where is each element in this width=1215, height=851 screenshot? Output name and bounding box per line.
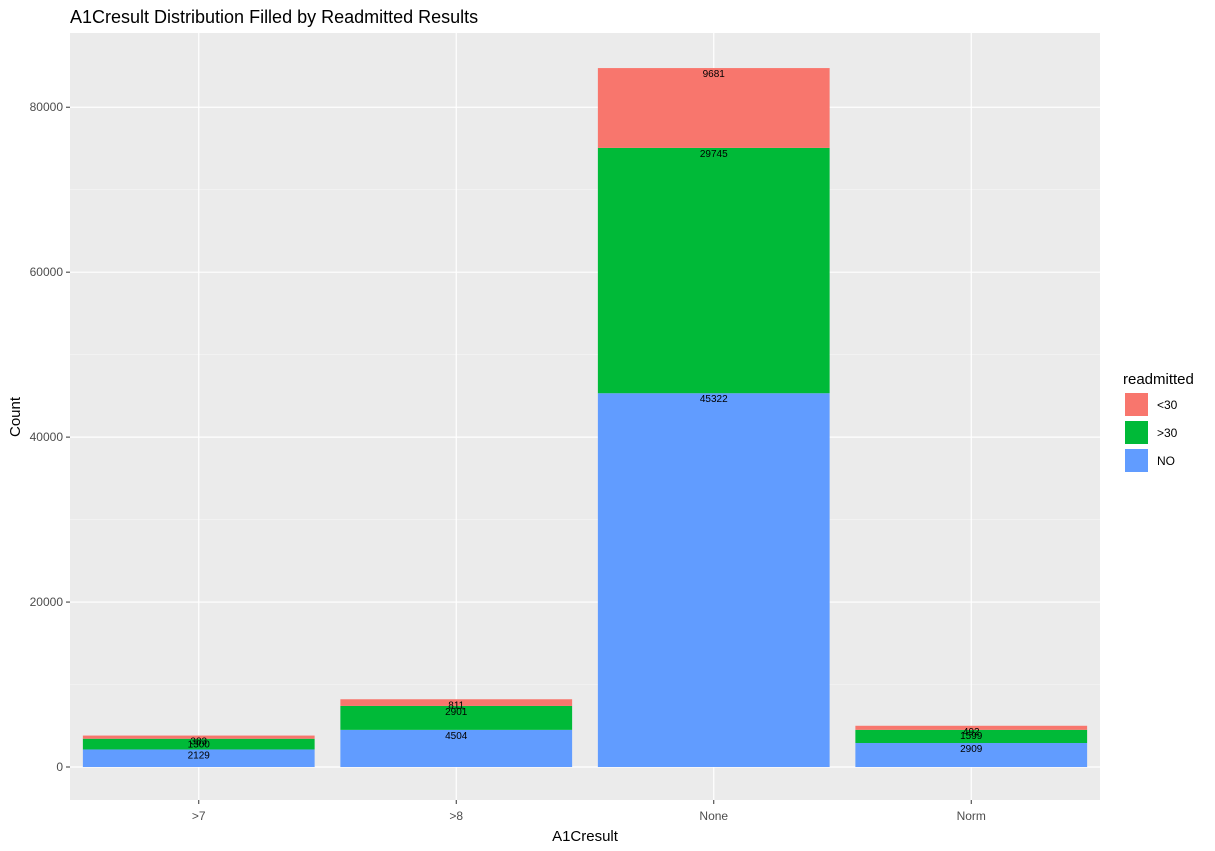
x-tick-label: Norm	[957, 809, 986, 823]
bar-value-label: 4504	[445, 731, 468, 742]
legend-label: <30	[1157, 398, 1178, 412]
x-axis-title: A1Cresult	[552, 828, 619, 845]
y-tick-label: 80000	[30, 100, 64, 114]
bar-segment	[340, 705, 573, 730]
bar-segment	[597, 147, 830, 394]
bar-segment	[597, 68, 830, 148]
bar-segment	[340, 699, 573, 706]
legend-key	[1125, 449, 1148, 472]
y-axis: 0 20000 40000 60000 80000	[30, 100, 70, 774]
x-tick-label: None	[699, 809, 728, 823]
y-tick-label: 60000	[30, 265, 64, 279]
y-tick-label: 40000	[30, 430, 64, 444]
y-tick-label: 0	[56, 760, 63, 774]
bars	[82, 68, 1088, 768]
bar-value-label: 45322	[700, 394, 728, 405]
bar-segment	[340, 729, 573, 768]
bar-value-label: 492	[963, 727, 980, 738]
bar-segment	[82, 749, 315, 768]
x-tick-label: >8	[449, 809, 463, 823]
y-axis-title: Count	[7, 396, 24, 437]
legend-label: >30	[1157, 426, 1178, 440]
legend-key	[1125, 393, 1148, 416]
legend-title: readmitted	[1123, 371, 1194, 388]
x-axis: >7 >8 None Norm	[192, 800, 986, 823]
bar-segment	[855, 743, 1088, 768]
bar-segment	[855, 725, 1088, 730]
bar-value-label: 2909	[960, 744, 983, 755]
bar-value-label: 29745	[700, 149, 728, 160]
bar-segment	[82, 735, 315, 739]
x-tick-label: >7	[192, 809, 206, 823]
bar-segment	[597, 393, 830, 768]
bar-value-label: 811	[448, 700, 464, 711]
bar-value-label: 9681	[703, 69, 726, 80]
legend-label: NO	[1157, 454, 1175, 468]
bar-value-label: 2129	[188, 750, 211, 761]
bar-value-label: 1599	[960, 731, 983, 742]
bar-segment	[855, 729, 1088, 744]
plot-panel	[70, 33, 1100, 800]
bar-segment	[82, 738, 315, 750]
bar-value-label: 1300	[188, 740, 211, 751]
legend-key	[1125, 421, 1148, 444]
chart-title: A1Cresult Distribution Filled by Readmit…	[70, 7, 478, 27]
y-tick-label: 20000	[30, 595, 64, 609]
bar-value-label: 2901	[445, 707, 468, 718]
legend: readmitted <30 >30 NO	[1123, 371, 1194, 472]
bar-value-label: 383	[190, 737, 207, 748]
